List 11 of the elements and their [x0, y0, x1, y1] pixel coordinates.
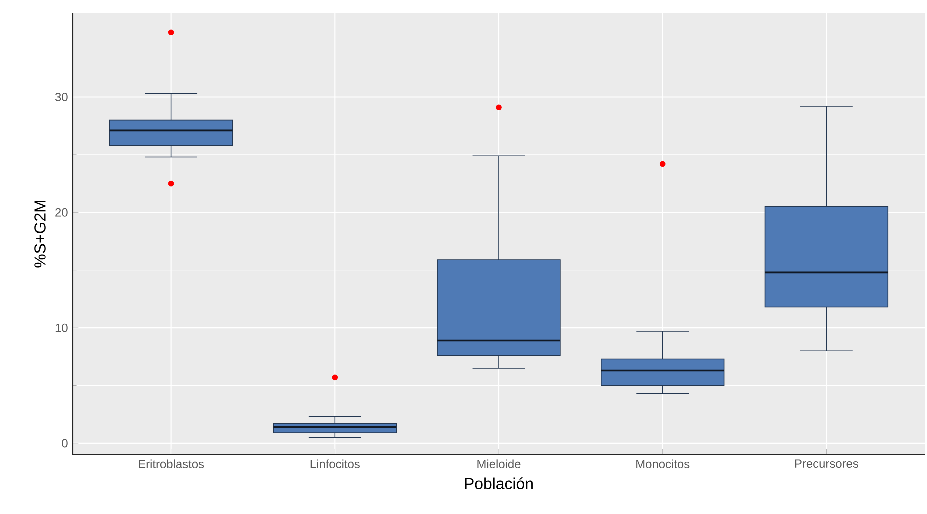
y-axis-title: %S+G2M [34, 200, 46, 268]
x-tick-label: Linfocitos [310, 460, 360, 468]
y-tick-label: 30 [55, 93, 68, 102]
x-tick-label: Precursores [795, 460, 858, 468]
y-tick-label: 0 [62, 439, 68, 448]
y-tick-label: 20 [56, 208, 68, 217]
x-tick-label: Monocitos [636, 460, 690, 468]
x-tick-label: Mieloide [478, 460, 521, 468]
x-axis-title: Población [465, 478, 533, 490]
y-tick-label: 10 [56, 324, 68, 332]
x-tick-label: Eritroblastos [139, 460, 204, 468]
